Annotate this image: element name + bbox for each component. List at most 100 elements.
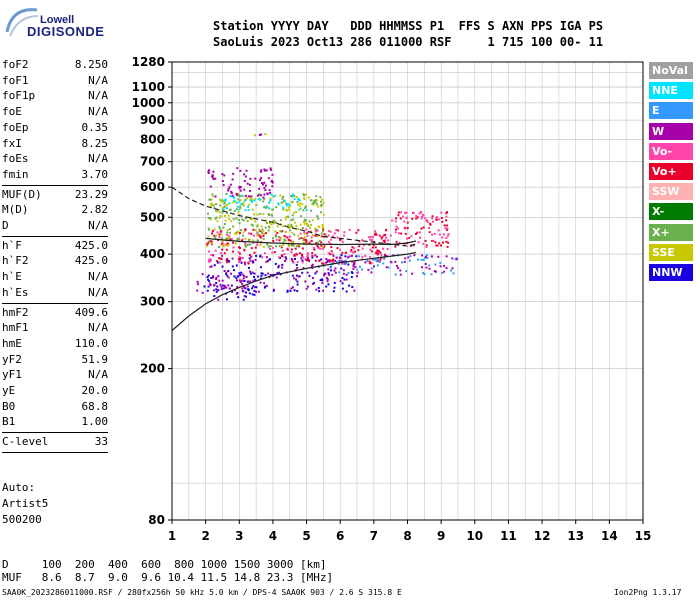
echo-point xyxy=(235,279,238,282)
echo-point xyxy=(328,230,331,233)
echo-point xyxy=(252,279,255,282)
echo-point xyxy=(321,281,324,284)
param-row: hmF2 409.6 xyxy=(2,306,110,320)
echo-point xyxy=(218,257,221,260)
echo-point xyxy=(321,262,324,265)
echo-point xyxy=(438,242,441,245)
echo-point xyxy=(424,256,427,259)
param-label: foF2 xyxy=(2,58,29,71)
echo-point xyxy=(243,199,246,202)
echo-point xyxy=(238,255,241,258)
echo-point xyxy=(304,241,307,244)
param-row: h`E N/A xyxy=(2,270,110,284)
echo-point xyxy=(262,234,265,237)
echo-point xyxy=(224,198,227,201)
echo-point xyxy=(236,275,239,278)
echo-point xyxy=(421,266,424,269)
echo-point xyxy=(320,232,323,235)
echo-point xyxy=(384,229,387,232)
echo-point xyxy=(446,227,449,230)
echo-point xyxy=(270,214,273,217)
x-tick-label: 4 xyxy=(269,529,277,543)
echo-point xyxy=(383,241,386,244)
y-tick-label: 600 xyxy=(140,180,165,194)
echo-point xyxy=(403,260,406,263)
echo-point xyxy=(219,252,222,255)
echo-point xyxy=(241,279,244,282)
auto-artist: Artist5 xyxy=(2,497,49,510)
echo-point xyxy=(203,285,206,288)
echo-point xyxy=(274,230,277,233)
echo-point xyxy=(239,207,242,210)
echo-point xyxy=(327,268,330,271)
footer-file-info: SAA0K_2023286011000.RSF / 280fx256h 50 k… xyxy=(2,588,402,597)
echo-point xyxy=(282,206,285,209)
echo-point xyxy=(341,282,344,285)
echo-point xyxy=(352,262,355,265)
echo-point xyxy=(212,289,215,292)
echo-point xyxy=(390,261,393,264)
echo-point xyxy=(292,193,295,196)
echo-point xyxy=(222,184,225,187)
echo-point xyxy=(404,232,407,235)
echo-point xyxy=(361,255,364,258)
y-tick-label: 900 xyxy=(140,113,165,127)
echo-point xyxy=(207,242,210,245)
param-value: 2.82 xyxy=(81,203,109,217)
param-label: yF2 xyxy=(2,352,22,366)
echo-point xyxy=(209,218,212,221)
echo-point xyxy=(437,255,440,258)
echo-point xyxy=(247,262,250,265)
echo-point xyxy=(395,228,398,231)
echo-point xyxy=(242,219,245,222)
echo-point xyxy=(297,203,300,206)
echo-point xyxy=(245,295,248,298)
echo-point xyxy=(418,231,421,234)
echo-point xyxy=(236,238,239,241)
echo-point xyxy=(370,262,373,265)
param-row: yE 20.0 xyxy=(2,384,110,398)
y-tick-label: 800 xyxy=(140,133,165,147)
echo-point xyxy=(210,198,213,201)
y-tick-label: 400 xyxy=(140,247,165,261)
echo-point xyxy=(214,195,217,198)
echo-point xyxy=(230,238,233,241)
param-row: yF1 N/A xyxy=(2,368,110,382)
echo-point xyxy=(295,278,298,281)
echo-point xyxy=(289,235,292,238)
echo-point xyxy=(260,274,263,277)
echo-point xyxy=(422,226,425,229)
echo-point xyxy=(313,248,316,251)
echo-point xyxy=(253,199,256,202)
echo-point xyxy=(268,207,271,210)
echo-point xyxy=(254,258,257,261)
echo-point xyxy=(300,254,303,257)
param-value: N/A xyxy=(88,285,108,299)
echo-point xyxy=(269,197,272,200)
param-label: yF1 xyxy=(2,368,22,382)
echo-point xyxy=(262,183,265,186)
echo-point xyxy=(250,255,253,258)
echo-point xyxy=(374,230,377,233)
echo-point xyxy=(358,255,361,258)
echo-point xyxy=(325,276,328,279)
echo-point xyxy=(270,168,273,171)
echo-point xyxy=(281,201,284,204)
param-row: foEp 0.35 xyxy=(2,121,110,135)
echo-point xyxy=(329,253,332,256)
echo-point xyxy=(242,201,245,204)
echo-point xyxy=(257,275,260,278)
echo-point xyxy=(248,254,251,257)
echo-point xyxy=(371,238,374,241)
x-tick-label: 9 xyxy=(437,529,445,543)
echo-point xyxy=(404,257,407,260)
echo-point xyxy=(221,199,224,202)
echo-point xyxy=(395,225,398,228)
echo-point xyxy=(350,250,353,253)
echo-point xyxy=(310,223,313,226)
echo-point xyxy=(252,241,255,244)
echo-point xyxy=(416,231,419,234)
echo-point xyxy=(264,169,267,172)
legend-item: SSW xyxy=(649,183,693,201)
echo-point xyxy=(223,284,226,287)
